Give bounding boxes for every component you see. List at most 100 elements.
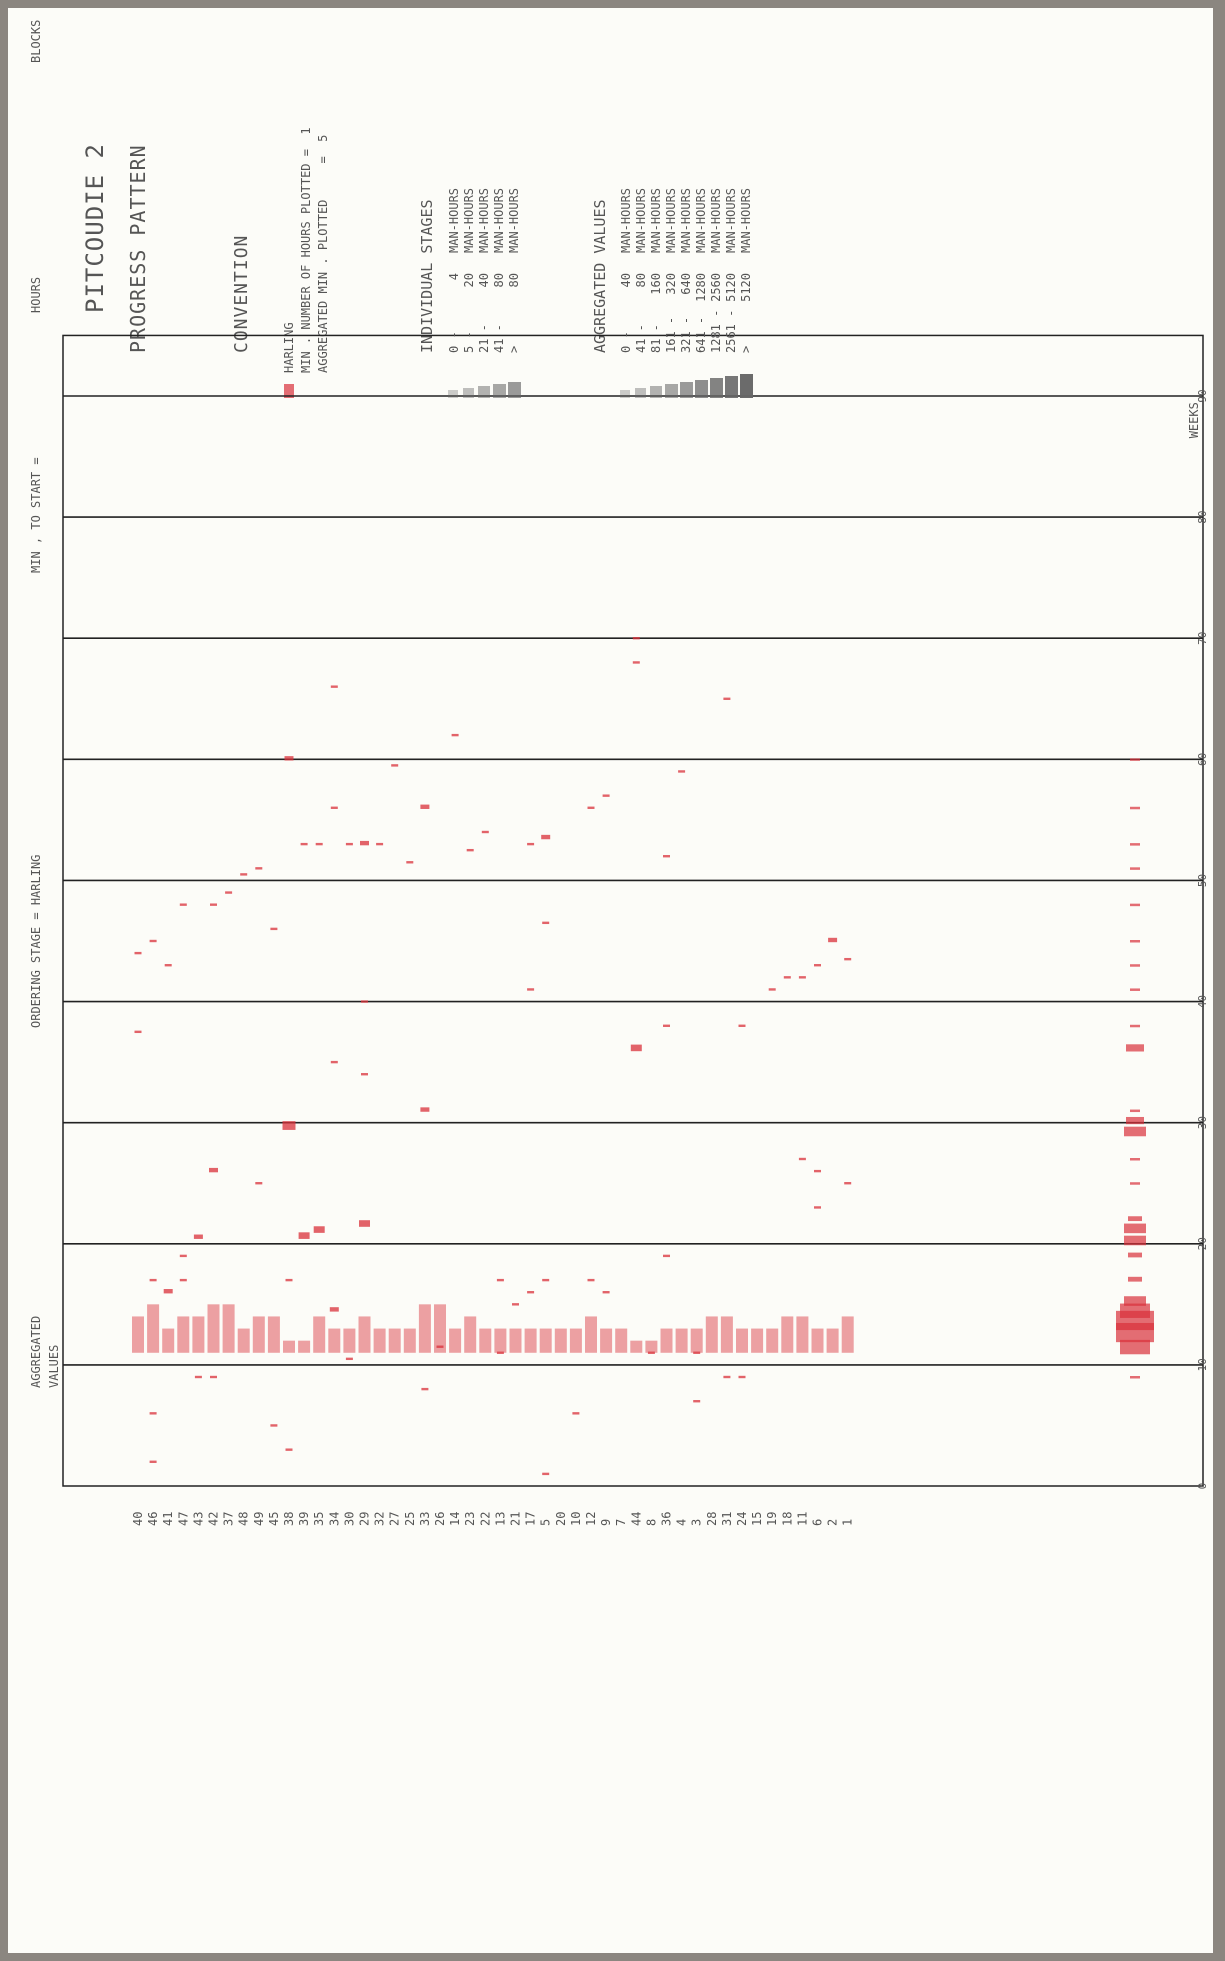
block-label: 9 [599,1519,613,1526]
progress-span [267,1316,280,1353]
stage-mark [298,1232,310,1239]
legend-range-to: 20 [462,273,476,287]
aggregated-mark [1128,1252,1142,1258]
progress-span [418,1304,431,1353]
stage-mark [149,1460,157,1463]
block-label: 17 [524,1512,538,1526]
stage-mark [285,1278,293,1282]
progress-span [509,1328,522,1353]
stage-mark [270,927,278,931]
block-label: 48 [237,1512,251,1526]
progress-span [464,1316,477,1353]
stage-mark [209,1167,218,1173]
stage-mark [210,1375,217,1379]
stage-mark [814,1206,821,1209]
block-label: 5 [539,1519,553,1526]
progress-span [826,1328,839,1353]
block-label: 35 [312,1512,326,1526]
block-label: 49 [252,1512,266,1526]
stage-mark [315,842,323,846]
aggregated-mark [1120,1339,1150,1355]
progress-span [388,1328,401,1353]
stage-mark [210,903,217,906]
progress-span [343,1328,356,1353]
legend-swatch [695,380,708,398]
legend-unit: MAN-HOURS [679,188,693,253]
x-tick-label: 60 [1196,753,1209,766]
legend-unit: MAN-HOURS [649,188,663,253]
aggregated-mark [1130,1182,1140,1185]
progress-span [554,1328,567,1353]
legend-swatch [635,388,646,398]
stage-mark [345,842,353,846]
legend-range-from: 2561 - [724,310,738,353]
stage-mark [542,921,550,925]
progress-span [207,1304,220,1353]
block-label: 38 [282,1512,296,1526]
printout-sheet: PITCOUDIE 2 PROGRESS PATTERN CONVENTION … [8,8,1213,1953]
aggregated-mark [1130,1158,1140,1161]
chart-frame [62,334,1204,1487]
legend-range-to: 40 [477,273,491,287]
aggregated-mark [1130,988,1140,991]
block-label: 44 [629,1512,643,1526]
legend-unit: MAN-HOURS [739,188,753,253]
block-label: 3 [690,1519,704,1526]
aggregated-mark [1130,843,1140,846]
aggregated-mark [1130,1376,1140,1379]
stage-mark [663,1254,670,1258]
legend-range-to: 80 [507,273,521,287]
legend-unit: MAN-HOURS [477,188,491,253]
block-label: 21 [509,1512,523,1526]
legend-unit: MAN-HOURS [724,188,738,253]
stage-mark [602,794,610,797]
legend-range-from: 41 - [634,324,648,353]
stage-mark [602,1291,610,1294]
block-label: 36 [660,1512,674,1526]
block-label: 1 [841,1519,855,1526]
block-label: 39 [297,1512,311,1526]
legend-range-to: 80 [634,273,648,287]
legend-range-from: 41 - [492,324,506,353]
progress-span [539,1328,552,1353]
aggregated-mark [1124,1235,1146,1246]
stage-mark [828,937,838,943]
progress-span [449,1328,462,1353]
legend-range-to: 640 [679,273,693,295]
legend-swatch [620,390,630,398]
x-tick-label: 50 [1196,874,1209,887]
stage-mark [376,842,384,846]
aggregated-mark [1124,1126,1146,1137]
block-label: 30 [342,1512,356,1526]
stage-mark [738,1024,746,1027]
stage-mark [572,1412,580,1415]
legend-range-to: 40 [619,273,633,287]
stage-mark [630,1044,642,1052]
aggregated-mark [1130,867,1140,870]
block-label: 14 [448,1512,462,1526]
stage-mark [134,1030,142,1034]
stage-mark [693,1351,701,1354]
progress-span [630,1340,643,1353]
legend-unit: MAN-HOURS [634,188,648,253]
legend-range-from: 0 - [447,331,461,353]
rotated-chart-page: PITCOUDIE 2 PROGRESS PATTERN CONVENTION … [8,8,1213,1953]
legend-range-to: 1280 [694,273,708,302]
legend-range-from: 21 - [477,324,491,353]
progress-span [751,1328,764,1353]
block-label: 22 [478,1512,492,1526]
block-label: 4 [675,1519,689,1526]
stage-mark [149,939,157,943]
progress-span [479,1328,492,1353]
aggregated-mark [1130,758,1140,761]
legend-unit: MAN-HOURS [462,188,476,253]
legend-unit: MAN-HOURS [447,188,461,253]
legend-range-from: 1281 - [709,310,723,353]
progress-span [720,1316,733,1353]
aggregated-mark [1130,903,1140,907]
stage-mark [361,1073,368,1076]
legend-swatch [740,374,753,398]
stage-mark [783,976,791,979]
legend-swatch [680,382,693,398]
progress-span [569,1328,582,1353]
